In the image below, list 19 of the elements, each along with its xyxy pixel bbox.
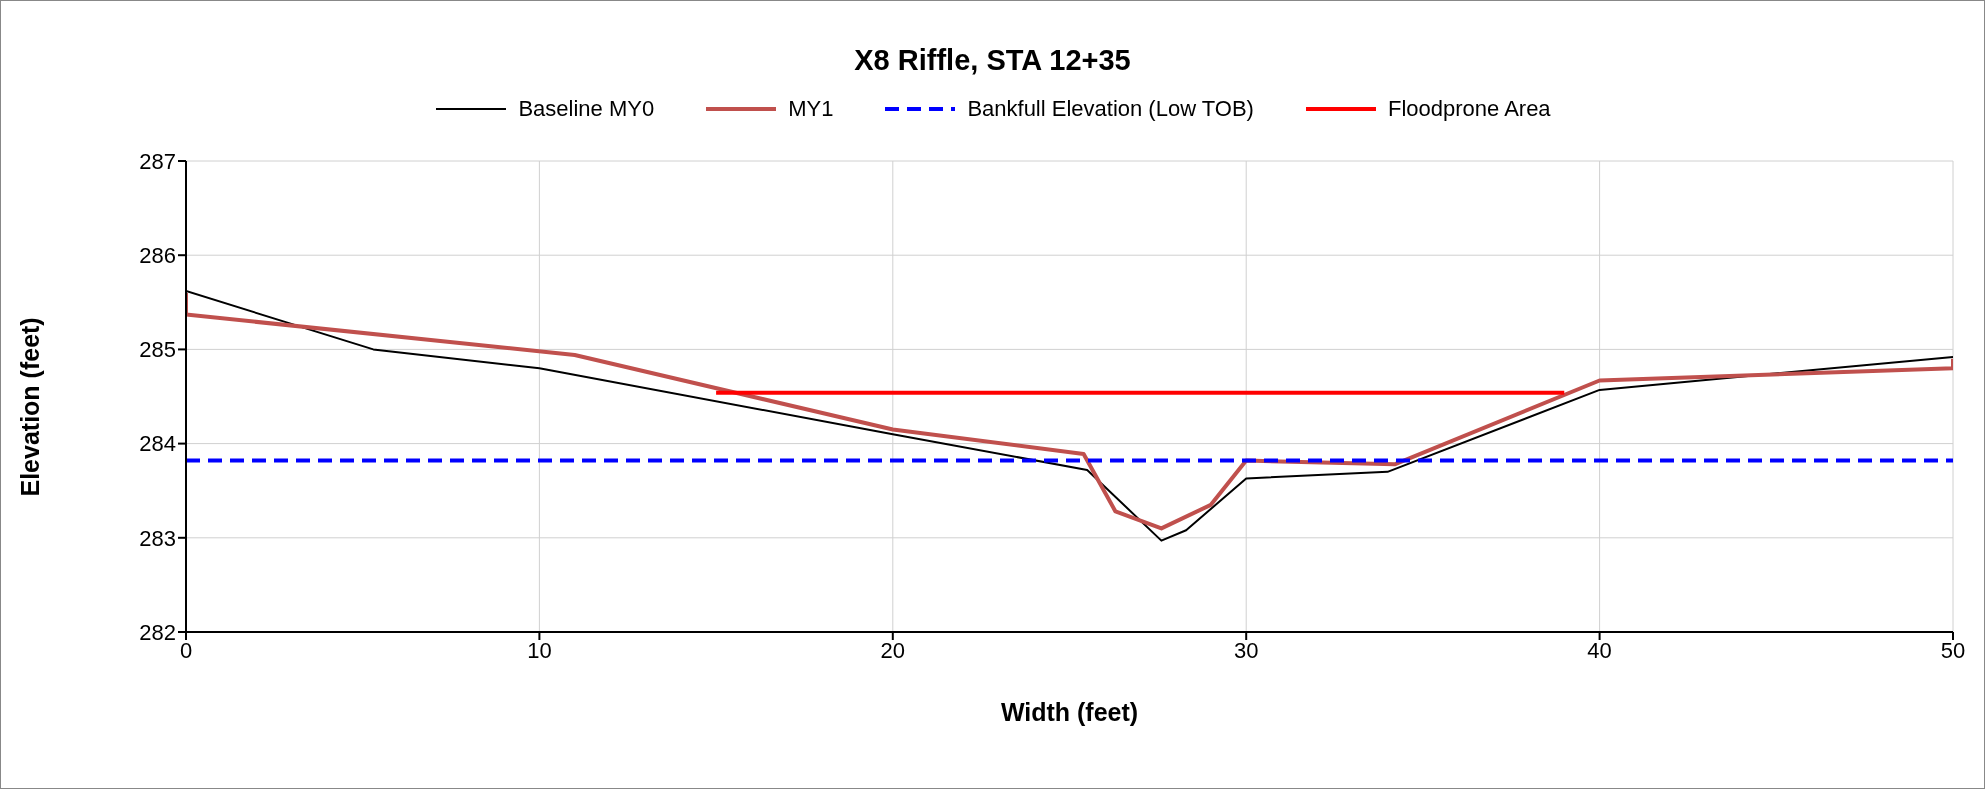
x-tick-label: 40 xyxy=(1587,637,1612,663)
x-axis-title: Width (feet) xyxy=(1000,698,1139,726)
x-tick-label: 30 xyxy=(1233,637,1259,663)
x-tick-label: 10 xyxy=(527,637,552,663)
y-tick-label: 284 xyxy=(139,431,176,457)
x-tick-label: 0 xyxy=(179,637,193,663)
y-axis-title: Elevation (feet) xyxy=(15,317,44,497)
y-tick-label: 287 xyxy=(139,148,176,174)
chart-title: X8 Riffle, STA 12+35 xyxy=(853,44,1132,77)
y-tick-label: 285 xyxy=(139,337,176,363)
legend-label: Floodprone Area xyxy=(1387,96,1551,122)
y-tick-label: 283 xyxy=(139,525,176,551)
legend-label: MY1 xyxy=(788,96,834,122)
y-tick-label: 286 xyxy=(139,243,176,269)
legend-label: Baseline MY0 xyxy=(518,96,655,122)
x-tick-label: 20 xyxy=(880,637,906,663)
x-tick-label: 50 xyxy=(1940,637,1966,663)
y-tick-label: 282 xyxy=(139,619,176,645)
legend-label: Bankfull Elevation (Low TOB) xyxy=(967,96,1254,122)
